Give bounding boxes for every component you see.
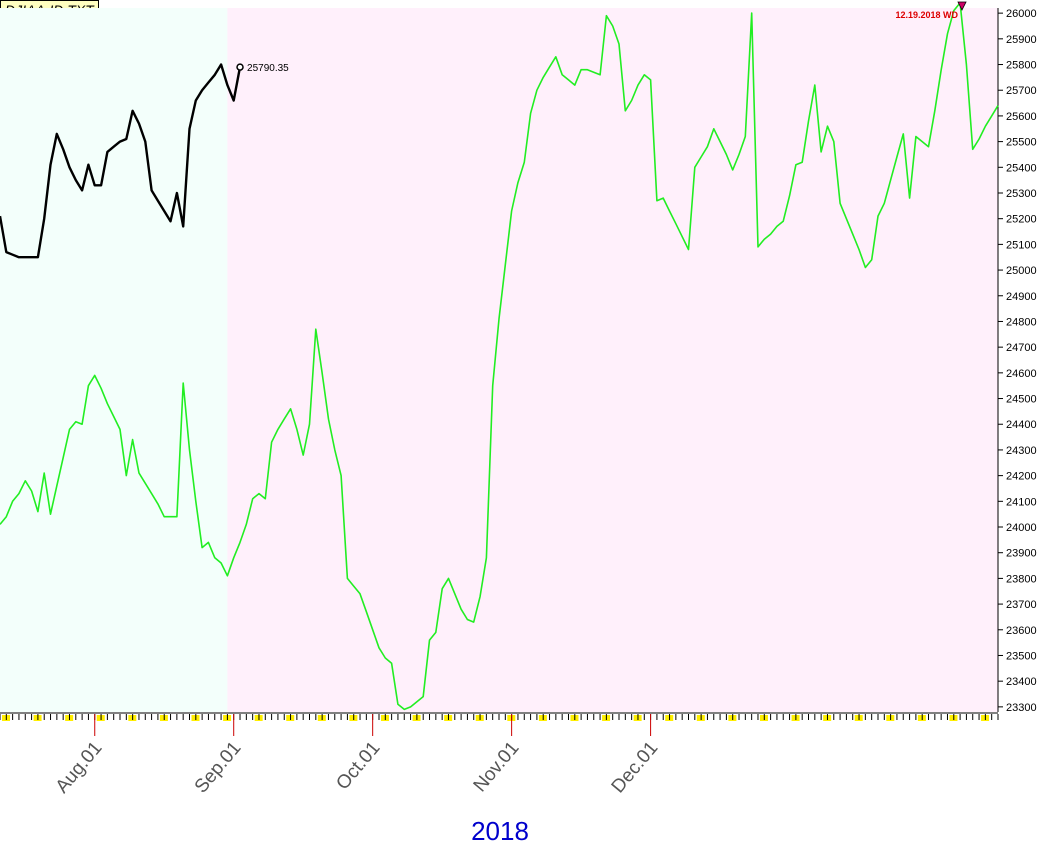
y-tick-label: 23400 — [1006, 676, 1037, 688]
y-tick-label: 24900 — [1006, 291, 1037, 303]
y-tick-label: 24500 — [1006, 394, 1037, 406]
price-line — [0, 63, 242, 259]
y-tick-label: 24200 — [1006, 471, 1037, 483]
y-tick-label: 26000 — [1006, 8, 1037, 20]
y-tick-label: 25700 — [1006, 85, 1037, 97]
x-axis: Aug.01 Sep.01 Oct.01 Nov.01 Dec.01 2018 — [0, 712, 999, 846]
y-tick-label: 23700 — [1006, 599, 1037, 611]
x-tick-label: Aug.01 — [52, 738, 107, 798]
y-tick-label: 23300 — [1006, 702, 1037, 714]
x-tick-label: Dec.01 — [608, 738, 663, 798]
y-tick-label: 24000 — [1006, 522, 1037, 534]
x-tick-label: Sep.01 — [191, 738, 246, 798]
date-annotation: 12.19.2018 WD — [895, 10, 958, 20]
annotation-layer: 25790.35 12.19.2018 WD — [236, 1, 967, 74]
y-tick-label: 25100 — [1006, 239, 1037, 251]
y-tick-label: 23500 — [1006, 650, 1037, 662]
y-tick-label: 24100 — [1006, 496, 1037, 508]
y-tick-label: 24600 — [1006, 368, 1037, 380]
x-tick-label: Oct.01 — [332, 738, 384, 794]
y-tick-label: 23900 — [1006, 548, 1037, 560]
y-tick-label: 24800 — [1006, 316, 1037, 328]
chart-background — [0, 8, 999, 712]
y-tick-label: 24300 — [1006, 445, 1037, 457]
y-tick-label: 25500 — [1006, 137, 1037, 149]
y-tick-label: 23800 — [1006, 573, 1037, 585]
y-tick-label: 25200 — [1006, 214, 1037, 226]
y-tick-label: 25300 — [1006, 188, 1037, 200]
year-label: 2018 — [471, 816, 529, 846]
y-tick-label: 25900 — [1006, 34, 1037, 46]
x-tick-label: Nov.01 — [470, 738, 524, 797]
y-tick-label: 25400 — [1006, 162, 1037, 174]
projection-line — [0, 2, 999, 711]
y-tick-label: 23600 — [1006, 625, 1037, 637]
y-tick-label: 24400 — [1006, 419, 1037, 431]
last-value-label: 25790.35 — [247, 63, 289, 74]
y-axis: 23300 23400 23500 23600 23700 23800 23900 24000… — [998, 8, 1037, 714]
y-tick-label: 25600 — [1006, 111, 1037, 123]
series-layer — [0, 2, 999, 711]
forecast-background — [227, 8, 999, 712]
y-tick-label: 25800 — [1006, 60, 1037, 72]
y-tick-label: 24700 — [1006, 342, 1037, 354]
last-value-marker — [236, 63, 244, 71]
annotation-arrow-icon — [957, 1, 967, 11]
y-tick-label: 25000 — [1006, 265, 1037, 277]
